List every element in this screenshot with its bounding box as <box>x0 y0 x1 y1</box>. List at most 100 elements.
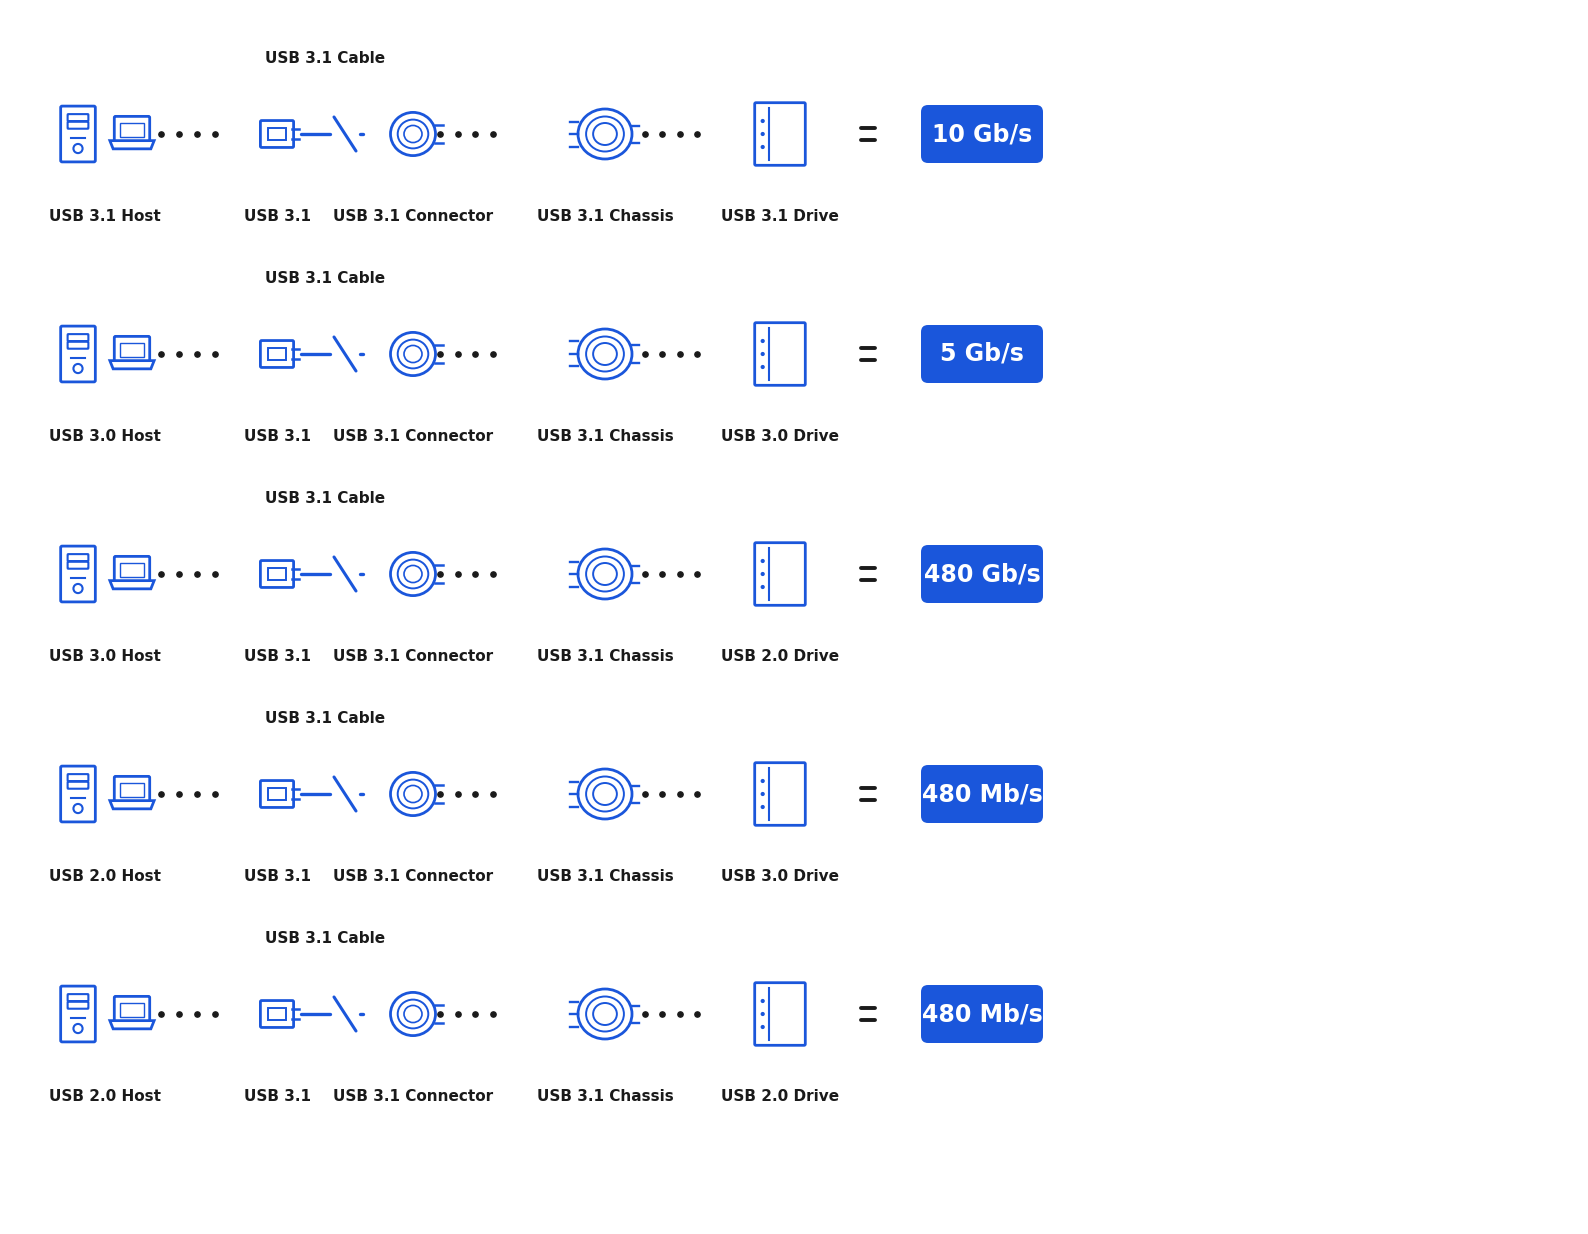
Text: USB 3.1 Cable: USB 3.1 Cable <box>265 491 384 506</box>
Ellipse shape <box>397 339 429 369</box>
Ellipse shape <box>594 343 616 365</box>
Text: USB 3.1 Cable: USB 3.1 Cable <box>265 51 384 65</box>
Text: USB 3.1: USB 3.1 <box>243 869 311 884</box>
Circle shape <box>761 132 765 136</box>
FancyBboxPatch shape <box>114 996 149 1022</box>
Ellipse shape <box>586 337 624 371</box>
Text: USB 3.1 Cable: USB 3.1 Cable <box>265 711 384 726</box>
Bar <box>121 563 145 576</box>
Text: 5 Gb/s: 5 Gb/s <box>940 342 1024 366</box>
Text: USB 3.1: USB 3.1 <box>243 209 311 225</box>
FancyBboxPatch shape <box>114 776 149 802</box>
Circle shape <box>73 584 83 594</box>
Ellipse shape <box>578 109 632 159</box>
Polygon shape <box>110 141 154 149</box>
Text: USB 3.1 Connector: USB 3.1 Connector <box>333 649 492 664</box>
FancyBboxPatch shape <box>921 105 1043 163</box>
Circle shape <box>761 1012 765 1016</box>
Ellipse shape <box>594 1003 616 1025</box>
FancyBboxPatch shape <box>754 982 805 1045</box>
FancyBboxPatch shape <box>921 325 1043 383</box>
FancyBboxPatch shape <box>68 1002 89 1008</box>
Text: USB 3.1 Chassis: USB 3.1 Chassis <box>537 429 673 444</box>
Polygon shape <box>110 360 154 369</box>
Bar <box>121 1002 145 1017</box>
FancyBboxPatch shape <box>754 543 805 606</box>
FancyBboxPatch shape <box>260 781 294 807</box>
FancyBboxPatch shape <box>68 114 89 121</box>
Circle shape <box>761 339 765 343</box>
Ellipse shape <box>578 549 632 598</box>
Text: USB 3.1 Chassis: USB 3.1 Chassis <box>537 209 673 225</box>
FancyBboxPatch shape <box>921 765 1043 823</box>
Circle shape <box>761 144 765 149</box>
FancyBboxPatch shape <box>260 121 294 147</box>
Circle shape <box>761 1025 765 1029</box>
Ellipse shape <box>403 346 422 363</box>
Ellipse shape <box>403 786 422 802</box>
FancyBboxPatch shape <box>921 985 1043 1043</box>
Circle shape <box>73 803 83 813</box>
Text: USB 3.1 Cable: USB 3.1 Cable <box>265 930 384 946</box>
Ellipse shape <box>403 126 422 143</box>
Ellipse shape <box>391 553 435 596</box>
Circle shape <box>761 352 765 357</box>
Bar <box>267 787 286 801</box>
FancyBboxPatch shape <box>754 763 805 826</box>
Ellipse shape <box>578 329 632 379</box>
Text: USB 3.1: USB 3.1 <box>243 429 311 444</box>
Polygon shape <box>110 581 154 589</box>
Circle shape <box>761 365 765 369</box>
Text: USB 3.1 Connector: USB 3.1 Connector <box>333 1088 492 1104</box>
Polygon shape <box>110 801 154 808</box>
Circle shape <box>761 559 765 563</box>
Text: USB 3.1 Chassis: USB 3.1 Chassis <box>537 869 673 884</box>
Text: USB 2.0 Drive: USB 2.0 Drive <box>721 1088 838 1104</box>
Text: USB 3.1: USB 3.1 <box>243 1088 311 1104</box>
FancyBboxPatch shape <box>60 326 95 381</box>
FancyBboxPatch shape <box>68 995 89 1001</box>
Circle shape <box>761 118 765 123</box>
Text: 480 Mb/s: 480 Mb/s <box>921 782 1042 806</box>
Ellipse shape <box>594 784 616 805</box>
Ellipse shape <box>586 557 624 591</box>
FancyBboxPatch shape <box>68 561 89 569</box>
FancyBboxPatch shape <box>260 1001 294 1028</box>
Ellipse shape <box>391 332 435 375</box>
FancyBboxPatch shape <box>114 337 149 362</box>
Ellipse shape <box>397 780 429 808</box>
FancyBboxPatch shape <box>260 560 294 587</box>
Circle shape <box>761 998 765 1003</box>
Ellipse shape <box>594 563 616 585</box>
Bar <box>121 343 145 357</box>
Bar <box>267 568 286 580</box>
Circle shape <box>761 779 765 784</box>
FancyBboxPatch shape <box>754 323 805 385</box>
Circle shape <box>761 792 765 796</box>
Ellipse shape <box>403 565 422 582</box>
Circle shape <box>73 364 83 373</box>
Text: 480 Mb/s: 480 Mb/s <box>921 1002 1042 1025</box>
Circle shape <box>73 1024 83 1033</box>
Ellipse shape <box>403 1006 422 1023</box>
Ellipse shape <box>397 120 429 148</box>
FancyBboxPatch shape <box>114 557 149 582</box>
FancyBboxPatch shape <box>754 102 805 165</box>
Text: USB 3.1 Connector: USB 3.1 Connector <box>333 429 492 444</box>
Ellipse shape <box>578 988 632 1039</box>
Ellipse shape <box>586 776 624 812</box>
Ellipse shape <box>397 559 429 589</box>
Text: USB 3.1 Drive: USB 3.1 Drive <box>721 209 838 225</box>
FancyBboxPatch shape <box>68 782 89 789</box>
Text: 10 Gb/s: 10 Gb/s <box>932 122 1032 146</box>
Text: USB 3.1 Connector: USB 3.1 Connector <box>333 869 492 884</box>
FancyBboxPatch shape <box>114 116 149 142</box>
FancyBboxPatch shape <box>60 986 95 1041</box>
Text: USB 3.1: USB 3.1 <box>243 649 311 664</box>
Text: USB 3.0 Host: USB 3.0 Host <box>49 429 160 444</box>
Ellipse shape <box>586 997 624 1032</box>
FancyBboxPatch shape <box>60 106 95 162</box>
Polygon shape <box>110 1021 154 1029</box>
FancyBboxPatch shape <box>60 547 95 602</box>
Ellipse shape <box>391 992 435 1035</box>
